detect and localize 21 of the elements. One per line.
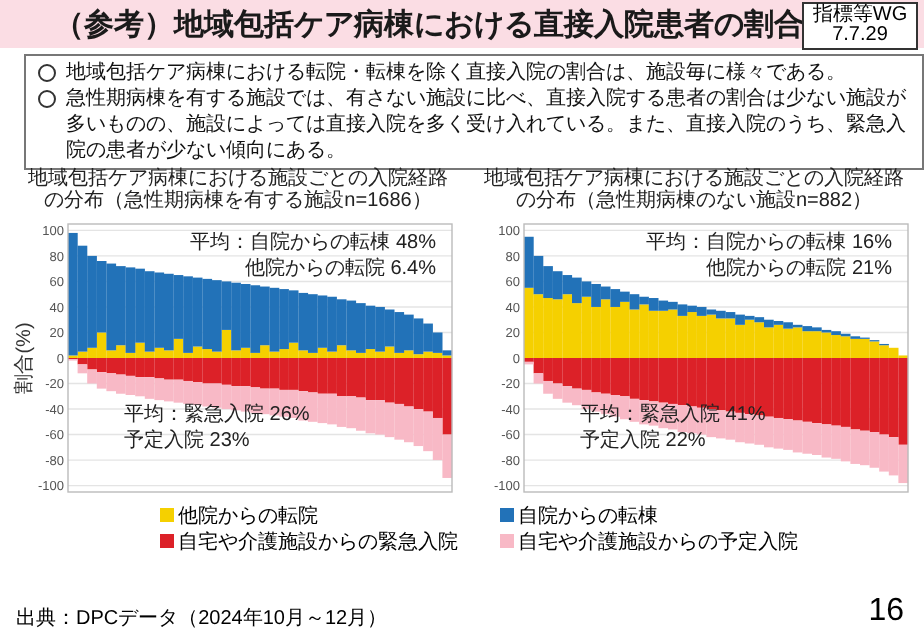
legend-label: 他院からの転院 bbox=[178, 506, 318, 528]
text: 指標等WG bbox=[810, 4, 910, 26]
annotation: 予定入院 22% bbox=[580, 430, 706, 454]
annotation: 他院からの転院 6.4% bbox=[244, 258, 436, 282]
text: 地域包括ケア病棟における転院・転棟を除く直接入院の割合は、施設毎に様々である。 bbox=[66, 62, 846, 84]
source-note: 出典：DPCデータ（2024年10月～12月） bbox=[16, 605, 388, 632]
text: 7.7.29 bbox=[830, 24, 890, 46]
annotation: 平均：自院からの転棟 16% bbox=[646, 232, 892, 256]
annotation: 他院からの転院 21% bbox=[706, 258, 892, 282]
legend-label: 自院からの転棟 bbox=[518, 506, 658, 528]
chart-title: 地域包括ケア病棟における施設ごとの入院経路の分布（急性期病棟のない施設n=882） bbox=[482, 168, 906, 212]
text: （参考）地域包括ケア病棟における直接入院患者の割合 bbox=[54, 6, 804, 44]
text: 16 bbox=[868, 594, 904, 630]
legend-label: 自宅や介護施設からの予定入院 bbox=[518, 532, 798, 554]
chart-title: 地域包括ケア病棟における施設ごとの入院経路の分布（急性期病棟を有する施設n=1686） bbox=[26, 168, 450, 212]
annotation: 平均：緊急入院 26% bbox=[124, 404, 310, 428]
annotation: 平均：自院からの転棟 48% bbox=[190, 232, 436, 256]
y-axis-title: 割合(%) bbox=[12, 322, 36, 394]
legend-label: 自宅や介護施設からの緊急入院 bbox=[178, 532, 458, 554]
text: 急性期病棟を有する施設では、有さない施設に比べ、直接入院する患者の割合は少ない施設が多いものの、施設によっては直接入院を多く受け入れている。また、直接入院のうち、緊急入院の患者が少ない傾向にある。 bbox=[66, 88, 906, 162]
annotation: 予定入院 23% bbox=[124, 430, 250, 454]
